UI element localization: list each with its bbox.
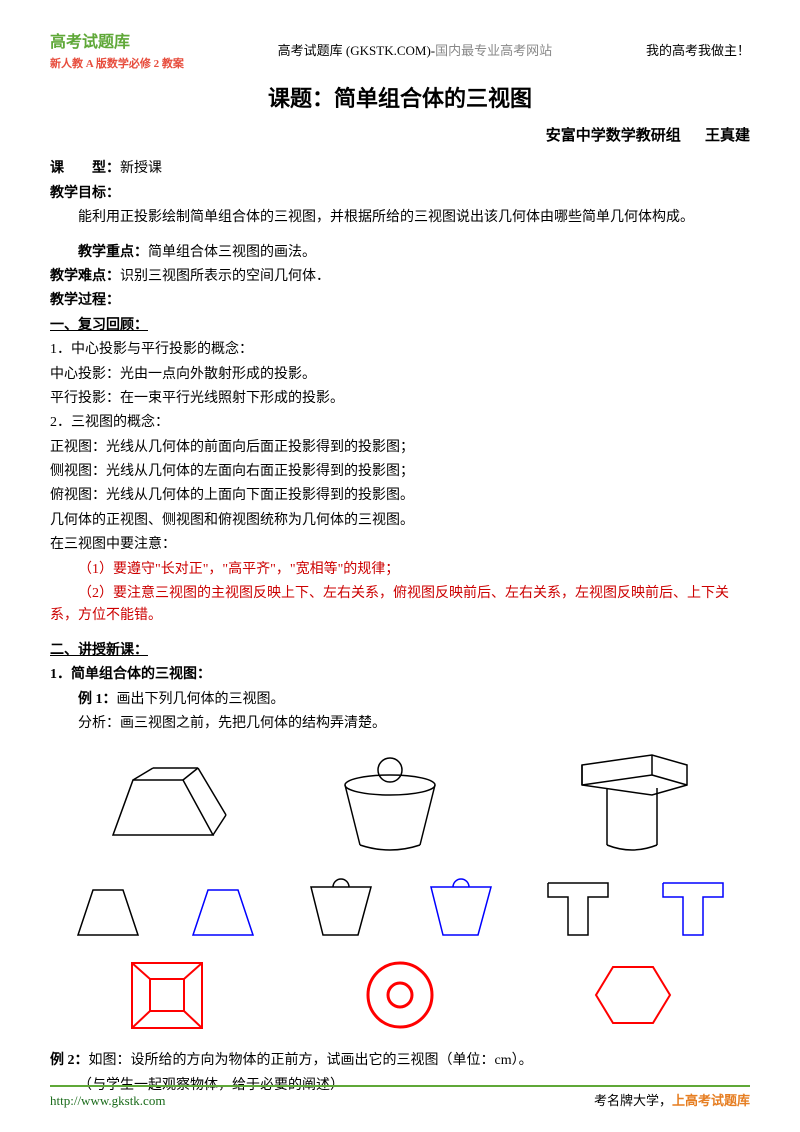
nested-square-icon bbox=[122, 955, 212, 1035]
spacer bbox=[50, 232, 750, 240]
review-line: 俯视图：光线从几何体的上面向下面正投影得到的投影图。 bbox=[50, 485, 750, 507]
lesson-type: 课 型：新授课 bbox=[50, 158, 750, 180]
author-line: 安富中学数学教研组 王真建 bbox=[50, 124, 750, 148]
analysis-text: 分析：画三视图之前，先把几何体的结构弄清楚。 bbox=[50, 713, 750, 735]
focus-label: 教学重点： bbox=[78, 245, 148, 260]
site-tagline: 国内最专业高考网站 bbox=[435, 43, 552, 58]
review-line: 在三视图中要注意： bbox=[50, 534, 750, 556]
process-label: 教学过程： bbox=[50, 290, 750, 312]
review-line: 侧视图：光线从几何体的左面向右面正投影得到的投影图； bbox=[50, 461, 750, 483]
difficulty-line: 教学难点：识别三视图所表示的空间几何体． bbox=[50, 266, 750, 288]
review-rule-2: （2）要注意三视图的主视图反映上下、左右关系，俯视图反映前后、左右关系，左视图反… bbox=[50, 583, 750, 628]
example1-label: 例 1： bbox=[78, 692, 117, 707]
lesson-title: 课题：简单组合体的三视图 bbox=[50, 81, 750, 116]
logo-subtitle: 新人教 A 版数学必修 2 教案 bbox=[50, 56, 184, 74]
trapezoid-blue-icon bbox=[188, 880, 258, 940]
hexnut-cylinder-3d-icon bbox=[552, 750, 702, 860]
footer-right-pre: 考名牌大学， bbox=[594, 1093, 672, 1108]
cup-front-blue-icon bbox=[423, 875, 498, 940]
document-body: 课 型：新授课 教学目标： 能利用正投影绘制简单组合体的三视图，并根据所给的三视… bbox=[50, 158, 750, 1097]
t-shape-blue-icon bbox=[658, 875, 728, 940]
review-line: 平行投影：在一束平行光线照射下形成的投影。 bbox=[50, 388, 750, 410]
cup-front-icon bbox=[303, 875, 378, 940]
example1-text: 画出下列几何体的三视图。 bbox=[117, 692, 285, 707]
cup-sphere-3d-icon bbox=[325, 755, 455, 860]
review-line: 1．中心投影与平行投影的概念： bbox=[50, 339, 750, 361]
difficulty-label: 教学难点： bbox=[50, 269, 120, 284]
footer-slogan: 考名牌大学，上高考试题库 bbox=[594, 1091, 750, 1112]
review-line: 中心投影：光由一点向外散射形成的投影。 bbox=[50, 364, 750, 386]
difficulty-text: 识别三视图所表示的空间几何体． bbox=[120, 269, 330, 284]
footer-url: http://www.gkstk.com bbox=[50, 1091, 165, 1112]
trapezoid-icon bbox=[73, 880, 143, 940]
site-name: 高考试题库 (GKSTK.COM)- bbox=[278, 43, 435, 58]
frustum-3d-icon bbox=[98, 760, 228, 860]
shapes-row-3 bbox=[50, 955, 750, 1035]
header-slogan: 我的高考我做主！ bbox=[646, 41, 750, 62]
focus-text: 简单组合体三视图的画法。 bbox=[148, 245, 316, 260]
example2: 例 2：如图：设所给的方向为物体的正前方，试画出它的三视图（单位：cm）。 bbox=[50, 1050, 750, 1072]
example2-label: 例 2： bbox=[50, 1053, 89, 1068]
lesson-type-value: 新授课 bbox=[120, 161, 162, 176]
lesson-type-label: 课 型： bbox=[50, 161, 120, 176]
goal-text: 能利用正投影绘制简单组合体的三视图，并根据所给的三视图说出该几何体由哪些简单几何… bbox=[50, 207, 750, 229]
logo-area: 高考试题库 新人教 A 版数学必修 2 教案 bbox=[50, 30, 184, 73]
example1: 例 1：画出下列几何体的三视图。 bbox=[50, 689, 750, 711]
review-heading: 一、复习回顾： bbox=[50, 315, 750, 337]
page-header: 高考试题库 新人教 A 版数学必修 2 教案 高考试题库 (GKSTK.COM)… bbox=[50, 30, 750, 73]
example2-text: 如图：设所给的方向为物体的正前方，试画出它的三视图（单位：cm）。 bbox=[89, 1053, 533, 1068]
author-name: 王真建 bbox=[705, 127, 750, 144]
new-lesson-heading: 二、讲授新课： bbox=[50, 640, 750, 662]
sub-heading: 1．简单组合体的三视图： bbox=[50, 664, 750, 686]
spacer bbox=[50, 630, 750, 638]
author-dept: 安富中学数学教研组 bbox=[546, 127, 681, 144]
hexagon-icon bbox=[588, 955, 678, 1035]
nested-circle-icon bbox=[355, 955, 445, 1035]
review-line: 几何体的正视图、侧视图和俯视图统称为几何体的三视图。 bbox=[50, 510, 750, 532]
review-line: 2．三视图的概念： bbox=[50, 412, 750, 434]
shapes-row-2 bbox=[50, 875, 750, 940]
goal-label: 教学目标： bbox=[50, 183, 750, 205]
review-line: 正视图：光线从几何体的前面向后面正投影得到的投影图； bbox=[50, 437, 750, 459]
shapes-row-1 bbox=[50, 750, 750, 860]
footer-right-orange: 上高考试题库 bbox=[672, 1093, 750, 1108]
t-shape-icon bbox=[543, 875, 613, 940]
header-center: 高考试题库 (GKSTK.COM)-国内最专业高考网站 bbox=[278, 41, 552, 62]
page-footer: http://www.gkstk.com 考名牌大学，上高考试题库 bbox=[50, 1085, 750, 1112]
logo-text: 高考试题库 bbox=[50, 30, 184, 56]
focus-line: 教学重点：简单组合体三视图的画法。 bbox=[50, 242, 750, 264]
review-rule-1: （1）要遵守"长对正"，"高平齐"，"宽相等"的规律； bbox=[50, 559, 750, 581]
